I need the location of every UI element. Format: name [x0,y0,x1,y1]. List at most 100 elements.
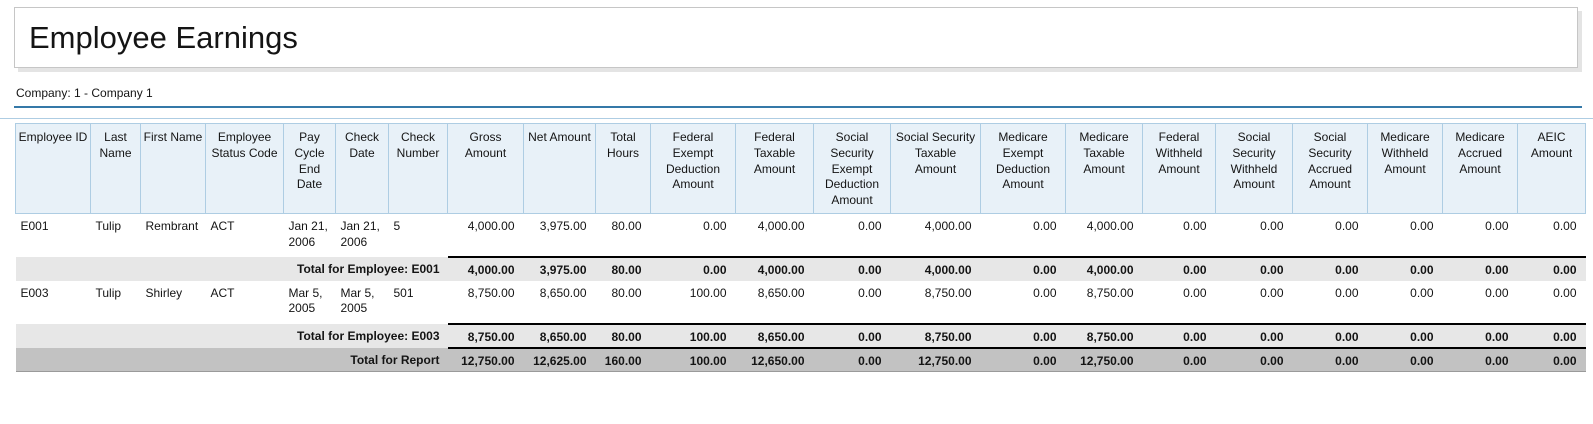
total-federal-exempt-deduction-amount: 100.00 [650,322,736,348]
cell-employee-id: E001 [20,219,49,234]
column-header-medicare-taxable-amount: Medicare Taxable Amount [1065,122,1143,215]
company-line: Company: 1 - Company 1 [16,86,153,100]
report-title: Employee Earnings [29,19,298,55]
detail-row-E001: E001 Tulip Rembrant ACT Jan 21, 2006 Jan 21, … [16,214,1586,257]
total-social-security-accrued-amount: 0.00 [1292,346,1368,372]
total-aeic-amount: 0.00 [1517,255,1586,281]
total-medicare-taxable-amount: 4,000.00 [1065,255,1143,281]
column-header-last-name: Last Name [90,122,141,215]
total-social-security-taxable-amount: 8,750.00 [890,322,981,348]
report-total-label: Total for Report [350,352,440,367]
total-medicare-taxable-amount: 12,750.00 [1065,346,1143,372]
total-total-hours: 160.00 [595,346,651,372]
cell-federal-taxable-amount: 4,000.00 [757,219,805,234]
cell-medicare-accrued-amount: 0.00 [1485,285,1509,300]
column-header-social-security-withheld-amount: Social Security Withheld Amount [1215,122,1293,215]
total-medicare-exempt-deduction-amount: 0.00 [980,322,1066,348]
total-federal-taxable-amount: 12,650.00 [735,346,814,372]
column-header-social-security-accrued-amount: Social Security Accrued Amount [1292,122,1368,215]
cell-federal-withheld-amount: 0.00 [1183,285,1207,300]
cell-pay-cycle-end-date: Jan 21, 2006 [288,219,328,249]
cell-last-name: Tulip [95,285,122,300]
report-page: Employee Earnings Company: 1 - Company 1… [0,7,1593,372]
column-header-federal-withheld-amount: Federal Withheld Amount [1142,122,1216,215]
detail-row-E003: E003 Tulip Shirley ACT Mar 5, 2005 Mar 5, 200… [16,281,1586,324]
employee-total-label: Total for Employee: E003 [297,328,440,343]
cell-gross-amount: 4,000.00 [467,219,515,234]
column-header-employee-id: Employee ID [15,122,91,215]
total-federal-withheld-amount: 0.00 [1142,255,1216,281]
employee-earnings-table: Employee ID Last Name First Name Employee S… [15,122,1586,372]
cell-check-number: 501 [393,285,414,300]
cell-last-name: Tulip [95,219,122,234]
table-top-rule [0,118,1593,119]
total-social-security-taxable-amount: 12,750.00 [890,346,981,372]
total-federal-exempt-deduction-amount: 100.00 [650,346,736,372]
cell-social-security-taxable-amount: 8,750.00 [924,285,972,300]
total-social-security-exempt-deduction-amount: 0.00 [813,255,891,281]
cell-social-security-exempt-deduction-amount: 0.00 [858,285,882,300]
cell-medicare-exempt-deduction-amount: 0.00 [1033,285,1057,300]
employee-total-row: Total for Employee: E003 8,750.00 8,650.00… [15,322,1586,348]
total-social-security-withheld-amount: 0.00 [1215,322,1293,348]
total-net-amount: 3,975.00 [523,255,596,281]
total-net-amount: 12,625.00 [523,346,596,372]
cell-gross-amount: 8,750.00 [467,285,515,300]
cell-total-hours: 80.00 [611,219,642,234]
total-federal-exempt-deduction-amount: 0.00 [650,255,736,281]
column-header-check-date: Check Date [335,122,389,215]
column-header-medicare-exempt-deduction-amount: Medicare Exempt Deduction Amount [980,122,1066,215]
total-social-security-accrued-amount: 0.00 [1292,255,1368,281]
column-header-first-name: First Name [140,122,206,215]
cell-federal-withheld-amount: 0.00 [1183,219,1207,234]
cell-first-name: Shirley [145,285,183,300]
cell-first-name: Rembrant [145,219,199,234]
total-social-security-withheld-amount: 0.00 [1215,255,1293,281]
cell-aeic-amount: 0.00 [1553,285,1577,300]
cell-medicare-taxable-amount: 4,000.00 [1086,219,1134,234]
report-title-box: Employee Earnings [14,7,1578,68]
total-total-hours: 80.00 [595,322,651,348]
employee-total-label: Total for Employee: E001 [297,261,440,276]
cell-social-security-exempt-deduction-amount: 0.00 [858,219,882,234]
column-header-social-security-taxable-amount: Social Security Taxable Amount [890,122,981,215]
cell-federal-exempt-deduction-amount: 100.00 [689,285,727,300]
cell-total-hours: 80.00 [611,285,642,300]
cell-aeic-amount: 0.00 [1553,219,1577,234]
cell-check-number: 5 [393,219,401,234]
total-medicare-withheld-amount: 0.00 [1367,255,1443,281]
cell-medicare-exempt-deduction-amount: 0.00 [1033,219,1057,234]
total-federal-withheld-amount: 0.00 [1142,346,1216,372]
cell-social-security-withheld-amount: 0.00 [1260,219,1284,234]
total-social-security-exempt-deduction-amount: 0.00 [813,346,891,372]
column-header-federal-exempt-deduction-amount: Federal Exempt Deduction Amount [650,122,736,215]
total-federal-taxable-amount: 4,000.00 [735,255,814,281]
column-header-medicare-withheld-amount: Medicare Withheld Amount [1367,122,1443,215]
total-medicare-accrued-amount: 0.00 [1442,346,1518,372]
cell-federal-exempt-deduction-amount: 0.00 [703,219,727,234]
cell-social-security-withheld-amount: 0.00 [1260,285,1284,300]
cell-social-security-taxable-amount: 4,000.00 [924,219,972,234]
cell-social-security-accrued-amount: 0.00 [1335,285,1359,300]
total-medicare-exempt-deduction-amount: 0.00 [980,255,1066,281]
total-social-security-exempt-deduction-amount: 0.00 [813,322,891,348]
cell-medicare-withheld-amount: 0.00 [1410,219,1434,234]
cell-social-security-accrued-amount: 0.00 [1335,219,1359,234]
cell-check-date: Jan 21, 2006 [340,219,380,249]
cell-pay-cycle-end-date: Mar 5, 2005 [288,285,323,316]
column-header-total-hours: Total Hours [595,122,651,215]
column-header-medicare-accrued-amount: Medicare Accrued Amount [1442,122,1518,215]
cell-medicare-withheld-amount: 0.00 [1410,285,1434,300]
total-social-security-withheld-amount: 0.00 [1215,346,1293,372]
total-aeic-amount: 0.00 [1517,346,1586,372]
company-divider-rule [14,106,1582,108]
total-gross-amount: 12,750.00 [447,346,524,372]
total-federal-withheld-amount: 0.00 [1142,322,1216,348]
employee-total-row: Total for Employee: E001 4,000.00 3,975.00… [15,255,1586,281]
cell-medicare-taxable-amount: 8,750.00 [1086,285,1134,300]
total-federal-taxable-amount: 8,650.00 [735,322,814,348]
column-header-net-amount: Net Amount [523,122,596,215]
column-header-federal-taxable-amount: Federal Taxable Amount [735,122,814,215]
cell-employee-status-code: ACT [210,219,235,234]
total-total-hours: 80.00 [595,255,651,281]
